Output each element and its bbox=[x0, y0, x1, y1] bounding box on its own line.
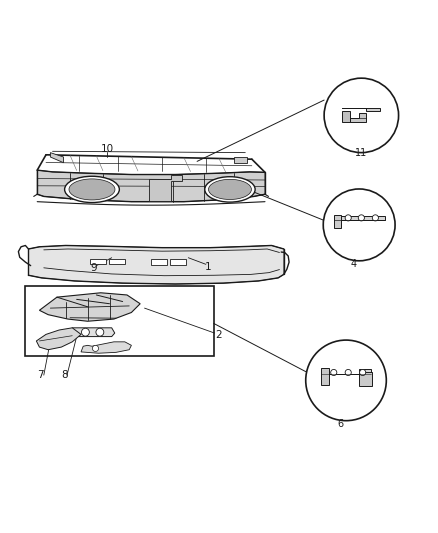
Bar bbox=[151, 260, 167, 265]
Circle shape bbox=[360, 369, 366, 376]
Text: 8: 8 bbox=[61, 370, 68, 380]
Circle shape bbox=[81, 328, 89, 336]
Polygon shape bbox=[342, 110, 350, 122]
Polygon shape bbox=[81, 342, 131, 353]
Text: 4: 4 bbox=[351, 260, 357, 269]
Polygon shape bbox=[39, 293, 140, 321]
Polygon shape bbox=[334, 215, 341, 228]
Polygon shape bbox=[28, 246, 284, 284]
Circle shape bbox=[345, 215, 351, 221]
Polygon shape bbox=[342, 108, 380, 111]
Bar bbox=[109, 259, 125, 264]
Polygon shape bbox=[350, 113, 366, 122]
Bar bbox=[170, 260, 186, 265]
Bar bbox=[25, 286, 214, 356]
Ellipse shape bbox=[69, 179, 115, 200]
Circle shape bbox=[323, 189, 395, 261]
Circle shape bbox=[306, 340, 386, 421]
Polygon shape bbox=[69, 328, 115, 336]
Ellipse shape bbox=[64, 176, 119, 203]
Circle shape bbox=[372, 215, 378, 221]
Bar bbox=[90, 259, 106, 264]
Ellipse shape bbox=[205, 177, 255, 202]
Text: 6: 6 bbox=[338, 419, 344, 429]
Polygon shape bbox=[321, 369, 371, 374]
Polygon shape bbox=[321, 368, 328, 385]
Circle shape bbox=[324, 78, 399, 152]
Polygon shape bbox=[36, 328, 81, 350]
Circle shape bbox=[331, 369, 337, 376]
Polygon shape bbox=[359, 373, 372, 386]
Text: 10: 10 bbox=[101, 144, 114, 154]
Circle shape bbox=[358, 215, 364, 221]
Text: 2: 2 bbox=[215, 330, 222, 340]
Polygon shape bbox=[334, 216, 385, 220]
Polygon shape bbox=[234, 157, 247, 163]
Polygon shape bbox=[149, 174, 182, 201]
Text: 1: 1 bbox=[205, 262, 212, 271]
Ellipse shape bbox=[208, 179, 251, 199]
Polygon shape bbox=[50, 152, 64, 163]
Circle shape bbox=[96, 328, 104, 336]
Text: 7: 7 bbox=[37, 370, 44, 380]
Circle shape bbox=[92, 345, 99, 351]
Circle shape bbox=[345, 369, 351, 376]
Polygon shape bbox=[37, 170, 265, 201]
Text: 9: 9 bbox=[91, 263, 98, 273]
Text: 11: 11 bbox=[355, 149, 367, 158]
